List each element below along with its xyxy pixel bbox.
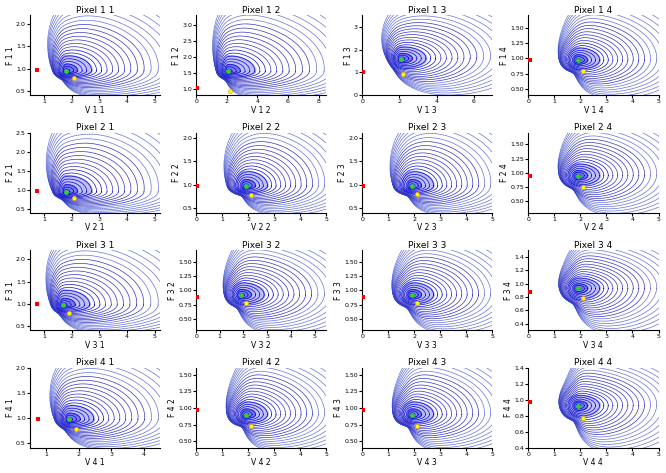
X-axis label: V 3 3: V 3 3 [418,341,437,350]
Polygon shape [408,409,422,419]
Y-axis label: F 3 1: F 3 1 [5,281,15,300]
X-axis label: V 1 3: V 1 3 [418,106,437,115]
Polygon shape [222,56,256,78]
Polygon shape [568,395,600,417]
Polygon shape [61,298,75,308]
Title: Pixel 3 1: Pixel 3 1 [76,241,115,250]
Y-axis label: F 2 3: F 2 3 [338,164,347,182]
X-axis label: V 4 4: V 4 4 [583,458,603,467]
Y-axis label: F 1 1: F 1 1 [5,46,15,65]
X-axis label: V 4 1: V 4 1 [85,458,105,467]
Polygon shape [402,282,434,305]
Y-axis label: F 3 4: F 3 4 [503,281,513,300]
Polygon shape [61,405,95,428]
Polygon shape [66,413,80,423]
X-axis label: V 2 1: V 2 1 [85,223,105,232]
Title: Pixel 2 1: Pixel 2 1 [76,123,115,132]
Polygon shape [568,48,600,70]
Y-axis label: F 4 3: F 4 3 [334,399,343,417]
Polygon shape [59,175,93,198]
Y-axis label: F 1 3: F 1 3 [344,46,352,65]
Polygon shape [236,402,268,424]
Polygon shape [241,180,255,189]
Title: Pixel 3 3: Pixel 3 3 [408,241,446,250]
X-axis label: V 2 2: V 2 2 [252,223,271,232]
Title: Pixel 1 4: Pixel 1 4 [574,6,613,15]
Y-axis label: F 2 1: F 2 1 [5,164,15,182]
Title: Pixel 4 2: Pixel 4 2 [242,358,280,367]
X-axis label: V 3 1: V 3 1 [85,341,105,350]
Title: Pixel 2 4: Pixel 2 4 [574,123,613,132]
Polygon shape [236,171,268,193]
Y-axis label: F 2 4: F 2 4 [500,164,509,182]
Polygon shape [573,401,587,411]
Title: Pixel 2 2: Pixel 2 2 [242,123,280,132]
X-axis label: V 4 2: V 4 2 [251,458,271,467]
Polygon shape [408,180,422,189]
Polygon shape [241,409,255,419]
Title: Pixel 3 4: Pixel 3 4 [574,241,613,250]
Polygon shape [63,185,77,194]
X-axis label: V 2 4: V 2 4 [583,223,603,232]
Polygon shape [394,46,427,69]
Title: Pixel 1 3: Pixel 1 3 [408,6,446,15]
Y-axis label: F 3 3: F 3 3 [334,281,343,300]
X-axis label: V 3 2: V 3 2 [251,341,271,350]
Title: Pixel 4 3: Pixel 4 3 [408,358,446,367]
Y-axis label: F 4 1: F 4 1 [5,399,15,417]
Title: Pixel 2 3: Pixel 2 3 [408,123,446,132]
Polygon shape [573,55,587,64]
X-axis label: V 1 4: V 1 4 [583,106,603,115]
Polygon shape [568,278,600,300]
X-axis label: V 4 3: V 4 3 [418,458,437,467]
Polygon shape [398,53,412,63]
Polygon shape [408,289,422,299]
Y-axis label: F 4 4: F 4 4 [503,399,513,417]
Polygon shape [402,171,434,193]
Polygon shape [57,290,91,312]
Polygon shape [573,284,587,293]
Y-axis label: F 1 2: F 1 2 [172,46,180,65]
Polygon shape [59,55,93,78]
X-axis label: V 3 4: V 3 4 [583,341,603,350]
Polygon shape [568,164,600,186]
Title: Pixel 3 2: Pixel 3 2 [242,241,280,250]
Y-axis label: F 1 4: F 1 4 [500,46,509,65]
Polygon shape [63,64,77,74]
Title: Pixel 4 1: Pixel 4 1 [76,358,115,367]
X-axis label: V 1 1: V 1 1 [85,106,105,115]
Y-axis label: F 4 2: F 4 2 [168,399,176,417]
X-axis label: V 2 3: V 2 3 [418,223,437,232]
Polygon shape [237,289,251,299]
Title: Pixel 1 1: Pixel 1 1 [76,6,115,15]
Title: Pixel 4 4: Pixel 4 4 [574,358,613,367]
Y-axis label: F 3 2: F 3 2 [168,281,176,300]
X-axis label: V 1 2: V 1 2 [252,106,271,115]
Polygon shape [573,171,587,180]
Polygon shape [226,64,240,74]
Polygon shape [402,402,434,424]
Y-axis label: F 2 2: F 2 2 [172,164,180,182]
Title: Pixel 1 2: Pixel 1 2 [242,6,280,15]
Polygon shape [232,282,265,305]
